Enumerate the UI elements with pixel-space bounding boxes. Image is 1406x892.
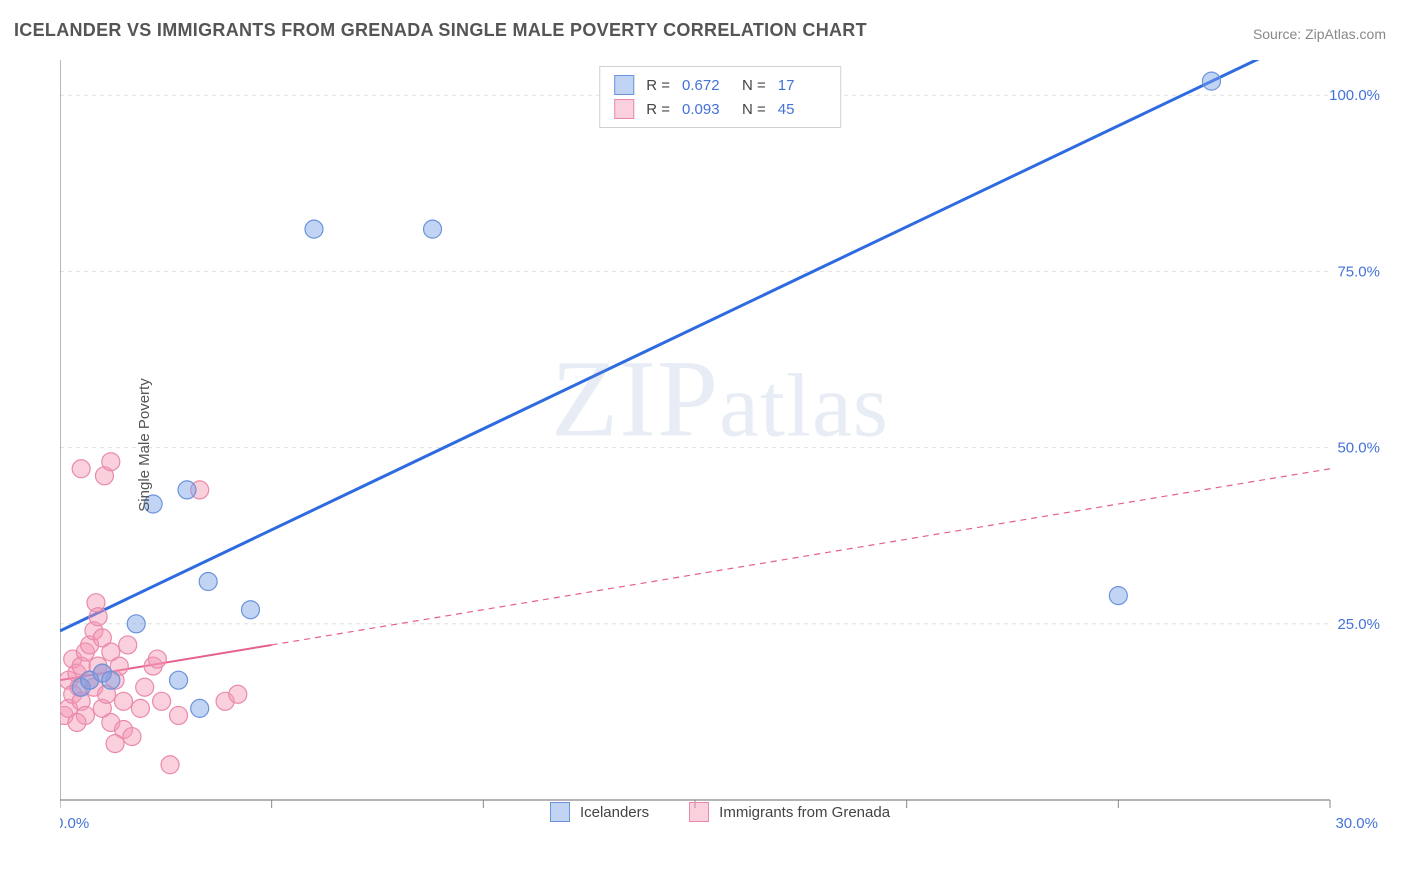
svg-text:75.0%: 75.0% [1337,263,1380,280]
source-attribution: Source: ZipAtlas.com [1253,26,1386,42]
r-label: R = [646,77,670,94]
r-value: 0.093 [682,101,730,118]
legend-item-grenada: Immigrants from Grenada [689,802,890,822]
legend-item-icelanders: Icelanders [550,802,649,822]
swatch-icelanders [614,75,634,95]
scatter-plot: Single Male Poverty 25.0% 50.0% 75.0% 100.0… [60,60,1380,830]
legend-row-grenada: R = 0.093 N = 45 [614,97,826,121]
r-label: R = [646,101,670,118]
svg-text:25.0%: 25.0% [1337,616,1380,633]
series-legend: Icelanders Immigrants from Grenada [60,802,1380,822]
swatch-grenada [614,99,634,119]
correlation-legend: R = 0.672 N = 17 R = 0.093 N = 45 [599,66,841,128]
r-value: 0.672 [682,77,730,94]
n-label: N = [742,101,766,118]
y-axis-label: Single Male Poverty [136,378,153,511]
svg-text:50.0%: 50.0% [1337,440,1380,457]
chart-title: ICELANDER VS IMMIGRANTS FROM GRENADA SIN… [14,20,867,41]
swatch-icelanders-icon [550,802,570,822]
swatch-grenada-icon [689,802,709,822]
svg-text:100.0%: 100.0% [1329,87,1380,104]
legend-label: Immigrants from Grenada [719,804,890,821]
legend-label: Icelanders [580,804,649,821]
n-value: 17 [778,77,826,94]
n-value: 45 [778,101,826,118]
legend-row-icelanders: R = 0.672 N = 17 [614,73,826,97]
n-label: N = [742,77,766,94]
chart-canvas: 25.0%50.0%75.0%100.0%0.0%30.0% [60,60,1380,830]
